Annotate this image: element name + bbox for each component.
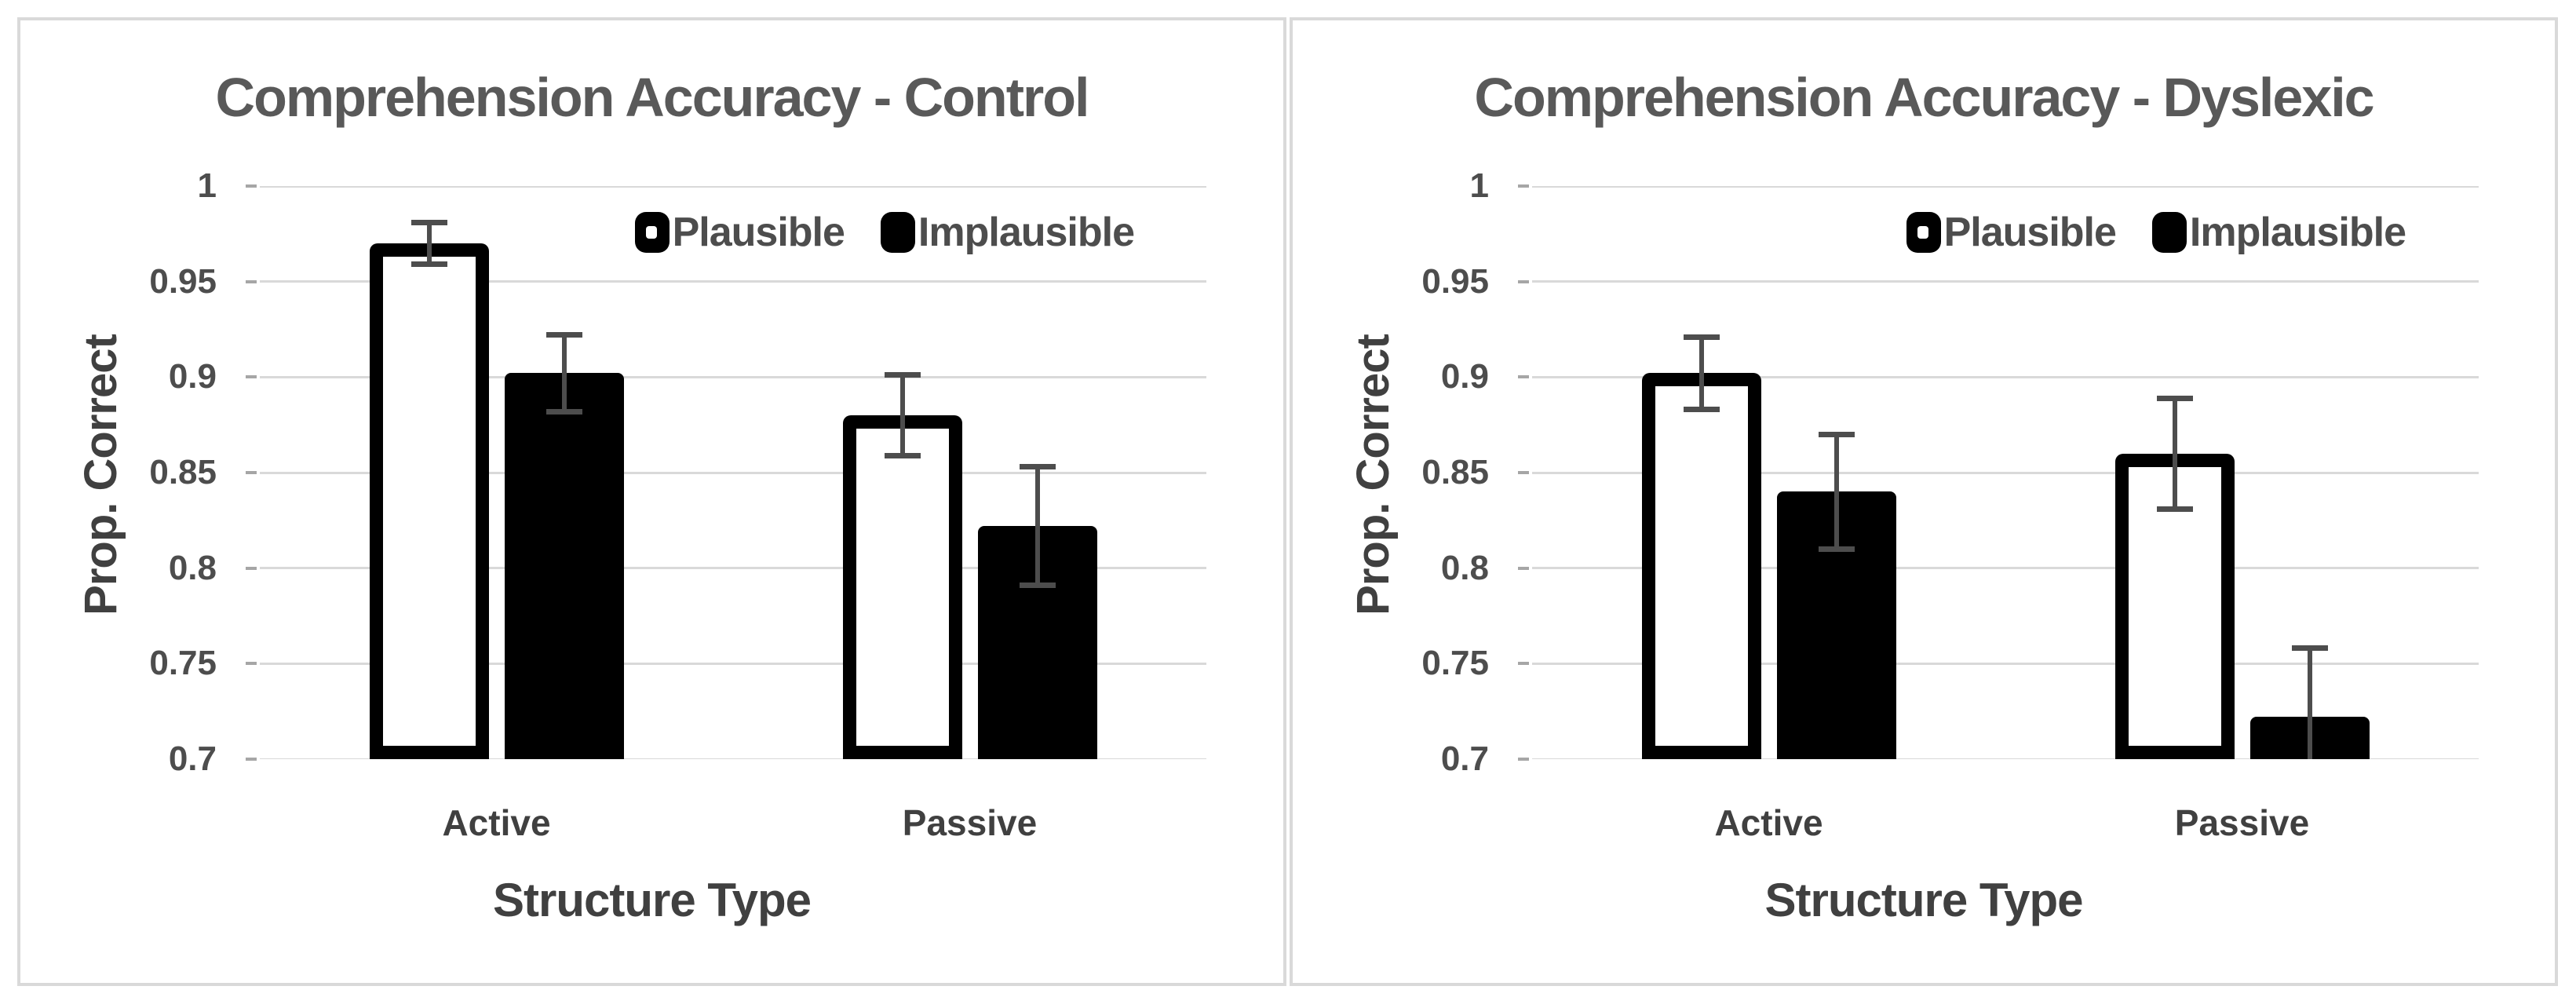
- plausible-swatch-icon: [634, 212, 670, 253]
- gridline: [1532, 567, 2479, 570]
- gridline: [260, 662, 1206, 665]
- error-bar-cap-top-icon: [1818, 431, 1855, 437]
- gridline: [260, 280, 1206, 283]
- error-bar-active-implausible: [1833, 434, 1839, 550]
- y-tick-mark-icon: [1518, 471, 1529, 474]
- legend-entry-implausible: Implausible: [2151, 209, 2406, 256]
- chart-panel-control: Comprehension Accuracy - Control Prop. C…: [17, 17, 1286, 986]
- error-bar-cap-top-icon: [2156, 395, 2193, 401]
- y-tick-label: 0.9: [1440, 357, 1489, 396]
- y-tick-mark-icon: [1518, 662, 1529, 666]
- y-tick-mark-icon: [246, 471, 257, 474]
- error-bar-cap-bottom-icon: [884, 452, 921, 458]
- y-tick-label: 1: [197, 166, 217, 205]
- error-bar-passive-plausible: [899, 374, 905, 456]
- legend-label-implausible: Implausible: [2189, 210, 2406, 255]
- gridline: [1532, 471, 2479, 474]
- y-tick-label: 0.95: [1421, 261, 1489, 301]
- gridline: [1532, 758, 2479, 759]
- x-axis-title: Structure Type: [493, 874, 812, 926]
- y-tick-label: 0.75: [149, 644, 217, 683]
- error-bar-cap-bottom-icon: [1818, 546, 1855, 552]
- gridline: [260, 375, 1206, 378]
- error-bar-passive-implausible: [2307, 648, 2312, 759]
- bar-active-plausible: [1641, 373, 1761, 759]
- gridline: [260, 186, 1206, 188]
- gridline: [1532, 375, 2479, 378]
- y-tick-label: 0.95: [149, 261, 217, 301]
- legend-label-implausible: Implausible: [918, 210, 1135, 255]
- legend-label-plausible: Plausible: [672, 210, 845, 255]
- plot-area: [1532, 186, 2479, 759]
- y-tick-mark-icon: [246, 375, 257, 379]
- y-tick-mark-icon: [246, 566, 257, 570]
- error-bar-active-plausible: [1698, 337, 1704, 410]
- error-bar-cap-top-icon: [884, 372, 921, 378]
- y-tick-label: 1: [1469, 166, 1489, 205]
- error-bar-passive-implausible: [1034, 466, 1040, 586]
- gridline: [1532, 186, 2479, 188]
- error-bar-cap-bottom-icon: [1019, 583, 1056, 589]
- legend-label-plausible: Plausible: [1943, 210, 2117, 255]
- plot-area: [260, 186, 1206, 759]
- y-tick-mark-icon: [246, 279, 257, 283]
- error-bar-active-implausible: [561, 334, 567, 412]
- y-tick-label: 0.75: [1421, 644, 1489, 683]
- error-bar-cap-bottom-icon: [545, 408, 582, 415]
- legend-entry-implausible: Implausible: [880, 209, 1135, 256]
- legend-entry-plausible: Plausible: [1906, 209, 2117, 256]
- error-bar-cap-bottom-icon: [1683, 407, 1720, 413]
- error-bar-cap-top-icon: [2291, 645, 2328, 652]
- implausible-swatch-icon: [880, 212, 915, 253]
- y-tick-mark-icon: [1518, 566, 1529, 570]
- y-tick-mark-icon: [1518, 758, 1529, 761]
- y-tick-label: 0.7: [168, 740, 217, 778]
- y-tick-mark-icon: [1518, 184, 1529, 188]
- bar-passive-plausible: [842, 415, 962, 759]
- swatch-dot-icon: [645, 226, 657, 239]
- y-tick-mark-icon: [246, 184, 257, 188]
- chart-title: Comprehension Accuracy - Dyslexic: [1474, 67, 2374, 128]
- plausible-swatch-icon: [1906, 212, 1941, 253]
- category-label-passive: Passive: [2174, 802, 2310, 843]
- gridline: [1532, 280, 2479, 283]
- error-bar-passive-plausible: [2172, 398, 2177, 509]
- gridline: [260, 758, 1206, 759]
- bar-active-implausible: [504, 373, 624, 759]
- category-label-active: Active: [1714, 802, 1823, 843]
- gridline: [260, 567, 1206, 570]
- chart-title: Comprehension Accuracy - Control: [215, 67, 1090, 128]
- gridline: [1532, 662, 2479, 665]
- category-label-passive: Passive: [902, 802, 1038, 843]
- error-bar-cap-bottom-icon: [2156, 506, 2193, 512]
- chart-panel-dyslexic: Comprehension Accuracy - Dyslexic Prop. …: [1290, 17, 2558, 986]
- error-bar-cap-top-icon: [1019, 464, 1056, 470]
- y-tick-mark-icon: [1518, 279, 1529, 283]
- y-tick-label: 0.7: [1440, 740, 1489, 778]
- error-bar-cap-top-icon: [410, 219, 447, 225]
- error-bar-cap-bottom-icon: [410, 261, 447, 268]
- swatch-dot-icon: [1917, 226, 1928, 239]
- y-tick-mark-icon: [246, 758, 257, 761]
- y-tick-mark-icon: [246, 662, 257, 666]
- y-tick-label: 0.8: [168, 548, 217, 587]
- legend: Plausible Implausible: [1906, 209, 2406, 256]
- y-tick-label: 0.85: [149, 453, 217, 491]
- implausible-swatch-icon: [2151, 212, 2187, 253]
- y-tick-label: 0.9: [168, 357, 217, 396]
- legend: Plausible Implausible: [634, 209, 1135, 256]
- error-bar-active-plausible: [426, 222, 432, 265]
- y-tick-label: 0.8: [1440, 548, 1489, 587]
- y-tick-mark-icon: [1518, 375, 1529, 379]
- error-bar-cap-top-icon: [545, 332, 582, 338]
- error-bar-cap-top-icon: [1683, 334, 1720, 340]
- gridline: [260, 471, 1206, 474]
- legend-entry-plausible: Plausible: [634, 209, 845, 256]
- bar-active-plausible: [369, 243, 489, 759]
- y-tick-label: 0.85: [1421, 453, 1489, 491]
- x-axis-title: Structure Type: [1764, 874, 2084, 926]
- category-label-active: Active: [442, 802, 551, 843]
